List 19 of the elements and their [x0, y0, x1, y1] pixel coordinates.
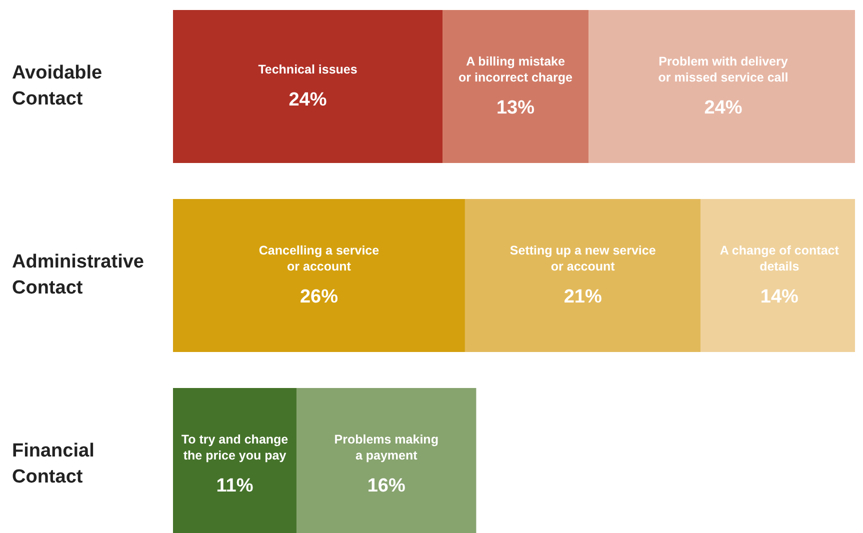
- data-label: 11%: [216, 476, 254, 497]
- series-label: Setting up a new service or account: [510, 244, 656, 274]
- series-label: A change of contact details: [720, 244, 840, 274]
- series-label: Problem with delivery or missed service call: [658, 54, 788, 85]
- y-tick-label: Financial Contact: [12, 440, 94, 488]
- data-label: 24%: [704, 98, 742, 119]
- data-label: 14%: [760, 286, 799, 308]
- series-label: Cancelling a service or account: [258, 244, 380, 274]
- series-label: To try and change the price you pay: [181, 432, 288, 463]
- y-tick-label: Administrative Contact: [12, 252, 144, 299]
- y-tick-label: Avoidable Contact: [12, 62, 102, 110]
- data-label: 21%: [564, 286, 602, 308]
- data-label: 26%: [300, 286, 338, 308]
- data-label: 24%: [288, 90, 327, 111]
- data-label: 16%: [367, 476, 406, 497]
- series-label: Problems making a payment: [334, 432, 438, 463]
- series-label: Technical issues: [258, 62, 358, 77]
- data-label: 13%: [496, 98, 535, 119]
- series-label: A billing mistake or incorrect charge: [458, 54, 573, 85]
